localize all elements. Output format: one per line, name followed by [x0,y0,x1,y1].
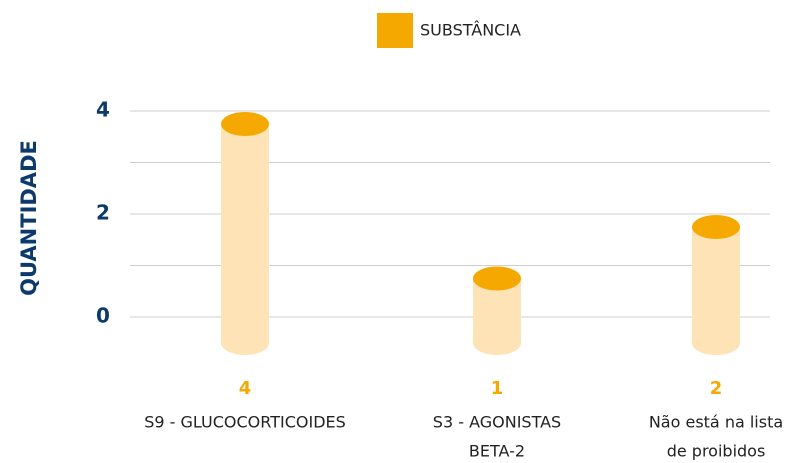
x-tick-label: S3 - AGONISTAS [433,413,561,432]
x-tick-label: S9 - GLUCOCORTICOIDES [144,413,346,432]
x-tick-label: de proibidos [667,442,766,461]
y-tick-label: 4 [96,98,110,122]
y-tick-label: 2 [96,201,110,225]
data-label: 1 [491,378,504,399]
y-tick-label: 0 [96,304,110,328]
data-label: 4 [239,378,252,399]
bar-body [221,124,269,355]
bar-top [473,266,521,291]
bar-body [692,227,740,355]
data-label: 2 [710,378,723,399]
bar [473,266,521,355]
bar [221,112,269,355]
bar [692,215,740,355]
x-tick-label: Não está na lista [649,413,783,432]
x-tick-label: BETA-2 [469,442,525,461]
y-axis-title: QUANTIDADE [17,140,41,296]
bar-top [221,112,269,136]
bar-body [473,278,521,355]
bar-top [692,215,740,239]
legend-label: SUBSTÂNCIA [420,21,521,40]
legend-swatch [377,13,413,48]
